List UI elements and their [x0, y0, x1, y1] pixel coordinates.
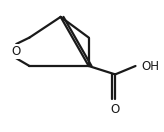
Text: O: O — [111, 103, 120, 116]
Text: O: O — [12, 45, 21, 58]
Text: OH: OH — [142, 60, 160, 72]
